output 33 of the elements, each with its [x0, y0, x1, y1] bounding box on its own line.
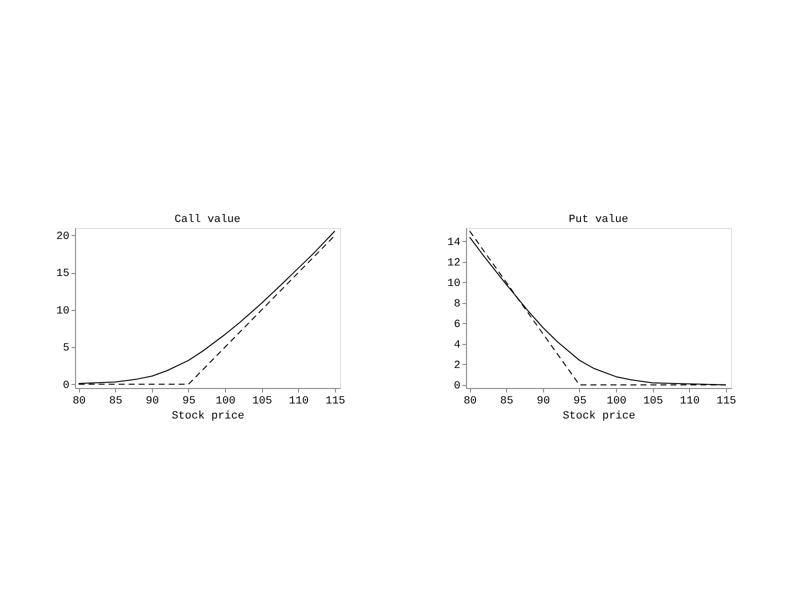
x-tick-label: 105 — [252, 396, 272, 408]
y-tick-label: 20 — [56, 230, 70, 243]
y-tick-label: 0 — [62, 380, 70, 392]
y-tick-label: 0 — [454, 380, 460, 392]
x-tick-label: 100 — [216, 396, 236, 408]
y-tick-label: 15 — [56, 268, 70, 280]
y-tick-label: 2 — [454, 360, 460, 372]
y-tick-label: 10 — [56, 305, 70, 318]
chart-title: Call value — [174, 214, 241, 226]
x-tick-label: 110 — [288, 396, 309, 408]
y-tick-label: 14 — [447, 236, 461, 249]
chart-title: Put value — [568, 214, 628, 226]
x-tick-label: 85 — [500, 396, 514, 408]
y-tick-label: 6 — [454, 318, 460, 331]
y-tick-label: 8 — [454, 298, 460, 310]
y-tick-label: 12 — [447, 257, 460, 270]
x-tick-label: 105 — [643, 396, 664, 408]
x-tick-label: 85 — [109, 396, 122, 408]
x-tick-label: 95 — [182, 396, 196, 408]
x-tick-label: 115 — [716, 396, 736, 408]
x-tick-label: 90 — [536, 396, 550, 408]
y-tick-label: 4 — [454, 339, 461, 352]
x-tick-label: 90 — [146, 396, 159, 408]
x-axis-title: Stock price — [562, 410, 636, 422]
x-tick-label: 80 — [464, 396, 477, 408]
x-tick-label: 95 — [573, 396, 587, 408]
x-tick-label: 100 — [606, 396, 626, 408]
y-tick-label: 10 — [447, 278, 460, 290]
x-tick-label: 80 — [72, 396, 86, 408]
x-axis-title: Stock price — [172, 410, 244, 422]
x-tick-label: 115 — [325, 396, 346, 408]
x-tick-label: 110 — [680, 396, 700, 408]
y-tick-label: 5 — [62, 342, 70, 355]
